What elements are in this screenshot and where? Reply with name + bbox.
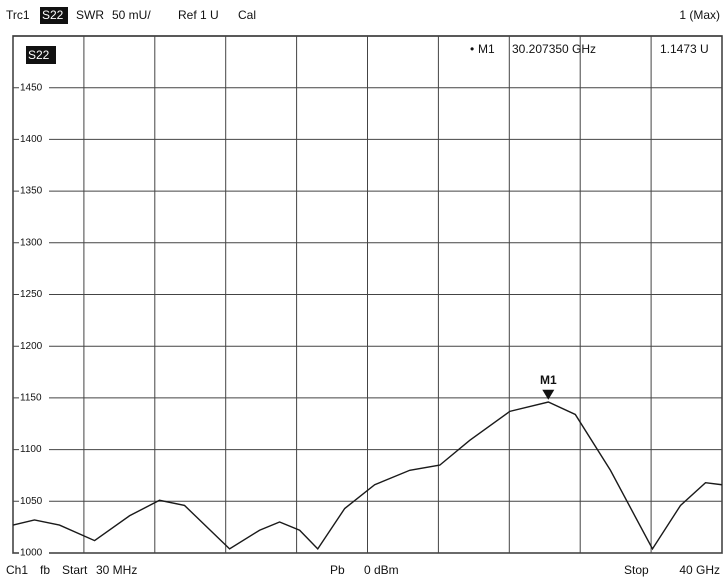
trace-label: S22 <box>28 48 50 62</box>
tick-label-bg <box>19 288 49 301</box>
y-tick-label: 1000 <box>20 548 43 559</box>
y-tick-label: 1400 <box>20 134 43 145</box>
flag: fb <box>40 563 50 577</box>
tick-label-bg <box>19 81 49 94</box>
tick-label-bg <box>19 391 49 404</box>
stop: 40 GHz <box>679 563 720 577</box>
tick-label-bg <box>19 443 49 456</box>
y-tick-label: 1100 <box>20 444 42 455</box>
tick-label-bg <box>19 547 49 559</box>
window: 1 (Max) <box>679 8 720 22</box>
tick-label-bg <box>19 495 49 508</box>
trace-line <box>12 401 723 551</box>
y-tick-label: 1350 <box>20 186 43 197</box>
y-tick-label: 1250 <box>20 289 43 300</box>
y-tick-label: 1200 <box>20 341 43 352</box>
power-label: Pb <box>330 563 345 577</box>
format: SWR <box>76 8 104 22</box>
marker <box>542 389 555 400</box>
tick-label-bg <box>19 185 49 198</box>
start: 30 MHz <box>96 563 137 577</box>
cal: Cal <box>238 8 256 22</box>
tick-label-bg <box>19 340 49 353</box>
parameter: S22 <box>42 8 64 22</box>
y-tick-label: 1300 <box>20 237 43 248</box>
stop-label: Stop <box>624 563 649 577</box>
param-box <box>40 7 68 24</box>
trace-label-box <box>26 46 56 64</box>
marker-label: M1 <box>540 373 557 387</box>
ref: Ref 1 U <box>178 8 219 22</box>
marker-bullet: • <box>470 42 474 56</box>
start-label: Start <box>62 563 88 577</box>
marker-y: 1.1473 U <box>660 42 709 56</box>
marker-x: 30.207350 GHz <box>512 42 596 56</box>
tick-label-bg <box>19 133 49 146</box>
y-tick-label: 1450 <box>20 82 43 93</box>
y-tick-label: 1150 <box>20 393 42 404</box>
tick-label-bg <box>19 236 49 249</box>
trace: Trc1 <box>6 8 30 22</box>
y-tick-label: 1050 <box>20 496 43 507</box>
marker-name: M1 <box>478 42 495 56</box>
power: 0 dBm <box>364 563 399 577</box>
scale: 50 mU/ <box>112 8 151 22</box>
channel: Ch1 <box>6 563 28 577</box>
